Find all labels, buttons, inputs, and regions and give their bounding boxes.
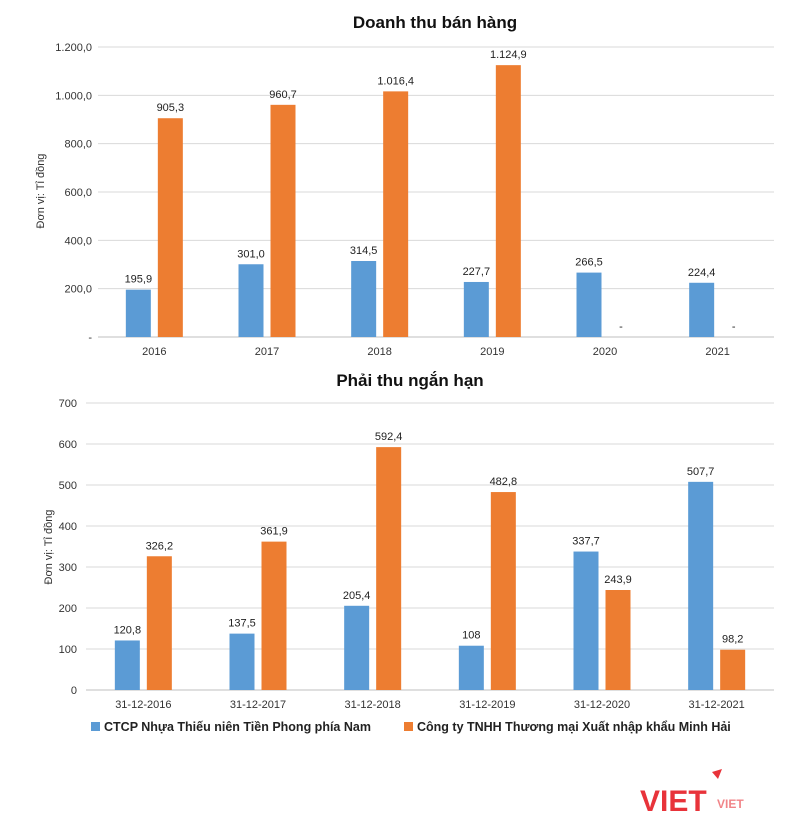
x-tick-label: 31-12-2017 [230, 699, 286, 711]
data-label: - [732, 321, 736, 333]
y-tick-label: 500 [59, 480, 77, 492]
legend: CTCP Nhựa Thiếu niên Tiền Phong phía Nam… [91, 720, 731, 734]
y-tick-label: 600 [59, 439, 77, 451]
y-tick-label: 600,0 [64, 187, 92, 199]
bar-tien-phong [573, 551, 599, 690]
bar-minh-hai [146, 556, 172, 690]
data-label: 227,7 [463, 266, 491, 278]
bar-tien-phong [463, 281, 489, 337]
bar-minh-hai [157, 118, 183, 337]
x-tick-label: 31-12-2016 [115, 699, 171, 711]
bar-minh-hai [495, 65, 521, 337]
x-tick-label: 2017 [255, 346, 279, 358]
data-label: 507,7 [687, 466, 715, 478]
data-label: 337,7 [572, 536, 600, 548]
bar-tien-phong [229, 633, 255, 690]
bar-minh-hai [383, 91, 409, 338]
data-label: 120,8 [114, 624, 142, 636]
vietnamnet-logo: VIET VIET [640, 769, 744, 818]
x-tick-label: 2019 [480, 346, 504, 358]
bar-minh-hai [376, 447, 402, 690]
bar-tien-phong [576, 272, 602, 337]
data-label: 108 [462, 630, 480, 642]
logo-small-text: VIET [717, 797, 744, 811]
y-axis-label: Đơn vị: Tỉ đồng [35, 154, 47, 229]
bar-tien-phong [689, 282, 715, 337]
x-tick-label: 31-12-2020 [574, 699, 630, 711]
bar-tien-phong [688, 481, 714, 690]
y-tick-label: 800,0 [64, 139, 92, 151]
y-tick-label: 700 [59, 398, 77, 410]
y-tick-label: 400 [59, 521, 77, 533]
x-tick-label: 2016 [142, 346, 166, 358]
bar-minh-hai [490, 492, 516, 690]
legend-label-orange: Công ty TNHH Thương mại Xuất nhập khẩu M… [417, 720, 731, 734]
y-tick-label: 400,0 [64, 235, 92, 247]
y-tick-label: 0 [71, 685, 77, 697]
bar-minh-hai [261, 541, 287, 690]
bar-tien-phong [351, 260, 377, 337]
x-tick-label: 31-12-2019 [459, 699, 515, 711]
data-label: 482,8 [490, 476, 518, 488]
y-tick-label: 1.200,0 [55, 42, 92, 54]
data-label: 326,2 [146, 540, 174, 552]
logo-brand-text: VIET [640, 785, 707, 818]
chart-title: Doanh thu bán hàng [353, 13, 517, 32]
bar-minh-hai [720, 649, 746, 690]
data-label: 361,9 [260, 526, 288, 538]
y-tick-label: 1.000,0 [55, 90, 92, 102]
data-label: 98,2 [722, 634, 743, 646]
y-tick-label: - [88, 332, 92, 344]
data-label: 905,3 [157, 102, 185, 114]
logo-arrow-icon [712, 769, 722, 779]
bar-tien-phong [458, 645, 484, 690]
x-tick-label: 2021 [705, 346, 729, 358]
bar-minh-hai [270, 104, 296, 337]
x-tick-label: 31-12-2018 [345, 699, 401, 711]
y-axis-label: Đơn vị: Tỉ đồng [43, 510, 55, 585]
data-label: 960,7 [269, 89, 297, 101]
data-label: 592,4 [375, 431, 403, 443]
y-tick-label: 100 [59, 644, 77, 656]
data-label: 195,9 [125, 274, 153, 286]
bar-tien-phong [114, 640, 140, 690]
x-tick-label: 31-12-2021 [689, 699, 745, 711]
x-tick-label: 2018 [367, 346, 391, 358]
legend-swatch-blue [91, 722, 100, 731]
data-label: 314,5 [350, 245, 378, 257]
data-label: 1.124,9 [490, 49, 527, 61]
chart-revenue: Doanh thu bán hàng Đơn vị: Tỉ đồng - 200,0 4… [35, 13, 774, 358]
y-tick-label: 200 [59, 603, 77, 615]
data-label: 1.016,4 [377, 75, 414, 87]
bar-tien-phong [344, 605, 370, 690]
bar-tien-phong [125, 289, 151, 337]
x-tick-label: 2020 [593, 346, 617, 358]
data-label: 224,4 [688, 267, 716, 279]
y-tick-label: 300 [59, 562, 77, 574]
chart-receivables: Phải thu ngắn hạn Đơn vị: Tỉ đồng 0 100 200 3… [43, 371, 774, 711]
y-tick-label: 200,0 [64, 284, 92, 296]
data-label: - [619, 321, 623, 333]
data-label: 301,0 [237, 248, 265, 260]
bar-tien-phong [238, 264, 264, 337]
data-label: 137,5 [228, 618, 256, 630]
data-label: 266,5 [575, 257, 603, 269]
legend-label-blue: CTCP Nhựa Thiếu niên Tiền Phong phía Nam [104, 720, 371, 734]
bar-minh-hai [605, 590, 631, 690]
data-label: 243,9 [604, 574, 632, 586]
legend-swatch-orange [404, 722, 413, 731]
data-label: 205,4 [343, 590, 371, 602]
chart-title: Phải thu ngắn hạn [336, 371, 483, 390]
